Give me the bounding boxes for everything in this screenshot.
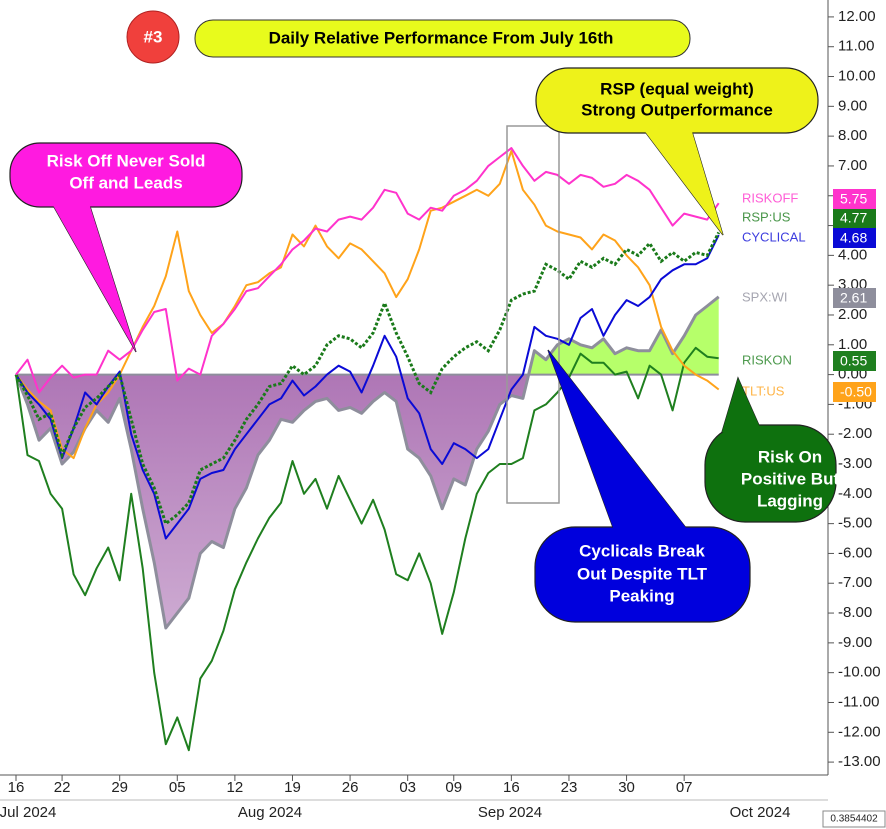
y-tick-label: 8.00 [838, 127, 867, 144]
area-below [16, 374, 529, 628]
callout-tail-fill [640, 125, 723, 235]
end-value-box [833, 351, 876, 371]
y-tick-label: -4.00 [838, 485, 872, 502]
callout-text: Positive But [741, 469, 840, 488]
callout-box [9, 142, 243, 208]
y-tick-label: 11.00 [838, 38, 874, 55]
x-tick-label: 29 [111, 779, 128, 796]
legend-label: SPX:WI [742, 289, 788, 304]
end-value-box [833, 382, 876, 402]
y-tick-label: -3.00 [838, 455, 872, 472]
y-tick-label: -2.00 [838, 425, 872, 442]
callout-text: Out Despite TLT [577, 564, 708, 583]
callout-text: Strong Outperformance [581, 100, 773, 119]
callout-text: Risk On [758, 447, 822, 466]
y-tick-label: -6.00 [838, 544, 872, 561]
callout-tail-fill [50, 200, 136, 352]
end-value-box [833, 208, 876, 228]
badge-circle [126, 10, 180, 64]
end-value-label: 5.75 [840, 191, 867, 207]
series-line [14, 231, 721, 527]
callout-tail-fill [548, 350, 690, 533]
x-tick-label: 09 [445, 779, 462, 796]
x-tick-label: 22 [54, 779, 71, 796]
end-value-label: 4.77 [840, 210, 867, 226]
y-tick-label: 2.00 [838, 306, 867, 323]
callout-text: RSP (equal weight) [600, 79, 754, 98]
x-tick-label: 26 [342, 779, 359, 796]
y-tick-label: 1.00 [838, 336, 867, 353]
x-tick-label: 05 [169, 779, 186, 796]
x-group-label: Jul 2024 [0, 804, 56, 821]
chart-title: Daily Relative Performance From July 16t… [269, 28, 614, 47]
y-tick-label: 7.00 [838, 157, 867, 174]
legend-label: RISKON [742, 352, 792, 367]
x-tick-label: 16 [8, 779, 25, 796]
x-tick-label: 12 [227, 779, 244, 796]
callout-box [704, 424, 837, 523]
footer-box [822, 810, 886, 828]
y-tick-label: -10.00 [838, 664, 881, 681]
end-value-label: 0.55 [840, 353, 867, 369]
end-value-label: 2.61 [840, 290, 867, 306]
y-tick-label: -8.00 [838, 604, 872, 621]
callout-tail-fill [722, 378, 762, 432]
series-line [14, 295, 720, 630]
end-value-label: -0.50 [840, 384, 872, 400]
end-value-label: 4.68 [840, 230, 867, 246]
y-tick-label: 9.00 [838, 97, 867, 114]
legend-label: RISKOFF [742, 190, 798, 205]
x-tick-label: 19 [284, 779, 301, 796]
legend-label: CYCLICAL [742, 229, 806, 244]
callout-text: Cyclicals Break [579, 541, 705, 560]
y-tick-label: -9.00 [838, 634, 872, 651]
series-line [15, 234, 720, 540]
series-line [15, 346, 719, 752]
y-tick-label: -7.00 [838, 574, 872, 591]
x-group-label: Aug 2024 [238, 804, 302, 821]
footer-value: 0.3854402 [830, 814, 878, 825]
end-value-box [833, 189, 876, 209]
y-tick-label: 10.00 [838, 67, 876, 84]
x-tick-label: 03 [399, 779, 416, 796]
y-tick-label: -13.00 [838, 753, 881, 770]
highlight-box [506, 125, 560, 504]
x-tick-label: 07 [676, 779, 693, 796]
callout-text: Lagging [757, 491, 823, 510]
callout-text: Risk Off Never Sold [47, 151, 206, 170]
legend-label: TLT:US [742, 383, 785, 398]
x-tick-label: 23 [561, 779, 578, 796]
y-tick-label: -12.00 [838, 723, 881, 740]
x-group-label: Sep 2024 [478, 804, 542, 821]
y-tick-label: 4.00 [838, 246, 867, 263]
badge-text: #3 [144, 27, 163, 46]
title-pill [194, 19, 691, 58]
end-value-box [833, 288, 876, 308]
y-tick-label: -5.00 [838, 515, 872, 532]
x-group-label: Oct 2024 [730, 804, 791, 821]
x-tick-label: 30 [618, 779, 635, 796]
legend-label: RSP:US [742, 209, 791, 224]
callout-text: Off and Leads [69, 173, 182, 192]
x-tick-label: 16 [503, 779, 520, 796]
y-tick-label: -11.00 [838, 693, 879, 710]
callout-text: Peaking [609, 586, 674, 605]
end-value-box [833, 228, 876, 248]
y-tick-label: 12.00 [838, 8, 876, 25]
